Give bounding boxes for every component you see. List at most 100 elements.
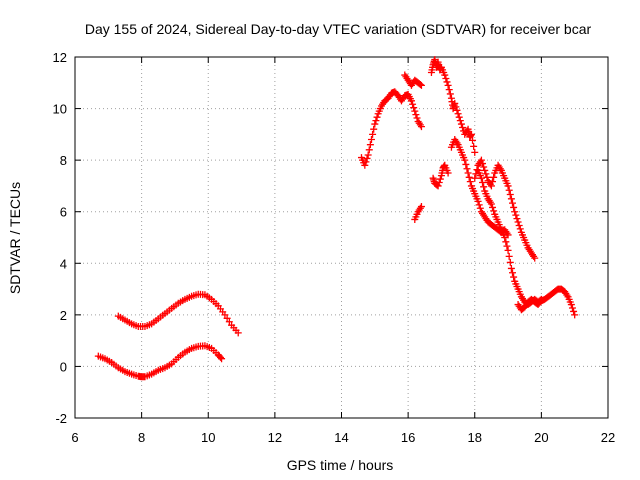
data-point — [504, 182, 512, 190]
series-arc-5 — [411, 203, 425, 223]
data-point — [367, 136, 375, 144]
data-point — [516, 225, 524, 233]
data-point — [477, 156, 485, 164]
x-tick-labels: 6 8 10 12 14 16 18 20 22 — [71, 430, 615, 445]
x-tick-label: 12 — [268, 430, 282, 445]
data-point — [490, 173, 498, 181]
series-arc-2 — [114, 290, 242, 337]
data-point — [434, 182, 442, 190]
data-point — [361, 161, 369, 169]
data-point — [445, 86, 453, 94]
data-point — [471, 148, 479, 156]
data-point — [362, 158, 370, 166]
data-point — [506, 258, 514, 266]
data-point — [531, 254, 539, 262]
data-point — [479, 160, 487, 168]
data-point — [568, 304, 576, 312]
data-point — [464, 169, 472, 177]
data-point — [514, 218, 522, 226]
data-point — [416, 81, 424, 89]
data-point — [467, 130, 475, 138]
data-point — [457, 120, 465, 128]
data-point — [505, 186, 513, 194]
data-point — [487, 182, 495, 190]
data-point — [363, 154, 371, 162]
series-arc-9 — [471, 156, 539, 262]
data-point — [475, 201, 483, 209]
data-point — [455, 113, 463, 121]
x-tick-label: 14 — [334, 430, 348, 445]
data-point — [371, 120, 379, 128]
data-point — [513, 215, 521, 223]
data-point — [456, 117, 464, 125]
y-tick-label: 12 — [53, 50, 67, 65]
data-point — [451, 99, 459, 107]
series-arc-11 — [514, 285, 579, 319]
data-point — [476, 204, 484, 212]
y-tick-label: 10 — [53, 102, 67, 117]
data-point — [417, 123, 425, 131]
data-point — [510, 273, 518, 281]
data-point — [466, 178, 474, 186]
y-tick-label: 2 — [60, 308, 67, 323]
data-point — [373, 113, 381, 121]
data-point — [510, 203, 518, 211]
data-point — [506, 191, 514, 199]
data-point — [435, 178, 443, 186]
x-tick-label: 10 — [201, 430, 215, 445]
data-point — [502, 238, 510, 246]
chart-title: Day 155 of 2024, Sidereal Day-to-day VTE… — [85, 21, 592, 37]
data-point — [571, 311, 579, 319]
series-arc-8 — [447, 136, 512, 239]
data-point — [234, 329, 242, 337]
y-tick-label: -2 — [55, 411, 67, 426]
data-point — [413, 114, 421, 122]
data-point — [372, 117, 380, 125]
data-point — [509, 269, 517, 277]
data-point — [444, 169, 452, 177]
data-point — [470, 142, 478, 150]
data-point — [480, 163, 488, 171]
x-tick-label: 22 — [601, 430, 615, 445]
data-point — [477, 174, 485, 182]
data-point — [505, 252, 513, 260]
series-arc-6 — [427, 56, 479, 156]
data-point — [474, 197, 482, 205]
data-point — [482, 170, 490, 178]
data-point — [218, 355, 226, 363]
axis-ticks — [74, 56, 609, 419]
y-tick-label: 6 — [60, 205, 67, 220]
data-point — [501, 234, 509, 241]
data-point — [412, 111, 420, 119]
data-point — [417, 203, 425, 211]
series-arc-4 — [401, 71, 425, 89]
data-point — [483, 173, 491, 181]
y-axis-label: SDTVAR / TECUs — [7, 182, 23, 294]
data-point — [442, 74, 450, 82]
x-tick-label: 20 — [534, 430, 548, 445]
data-point — [417, 81, 425, 89]
y-tick-label: 0 — [60, 359, 67, 374]
data-point — [504, 246, 512, 254]
data-points — [94, 56, 579, 381]
data-point — [454, 110, 462, 118]
data-point — [216, 353, 224, 361]
x-tick-label: 8 — [138, 430, 145, 445]
data-point — [465, 173, 473, 181]
data-point — [462, 160, 470, 168]
data-point — [444, 81, 452, 89]
data-point — [452, 103, 460, 111]
data-point — [487, 200, 495, 208]
data-point — [507, 195, 515, 203]
data-point — [461, 156, 469, 164]
data-point — [507, 264, 515, 272]
data-point — [370, 125, 378, 133]
data-point — [436, 175, 444, 183]
y-tick-labels: -2 0 2 4 6 8 10 12 — [53, 50, 67, 426]
data-point — [369, 130, 377, 138]
data-point — [511, 208, 519, 216]
y-tick-label: 8 — [60, 153, 67, 168]
x-tick-label: 16 — [401, 430, 415, 445]
data-point — [471, 174, 479, 182]
